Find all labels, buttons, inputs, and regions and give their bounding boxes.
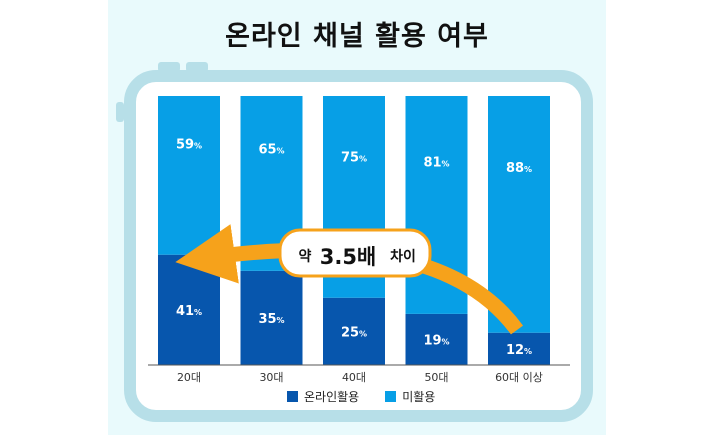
- data-label-non-use-2: 75%: [341, 151, 367, 166]
- legend-swatch-non-use: [385, 390, 397, 402]
- data-label-non-use-0: 59%: [176, 138, 202, 153]
- legend-item-non-use: 미활용: [385, 388, 435, 405]
- callout-bubble: 약 3.5배 차이: [278, 228, 432, 278]
- bar-online-3: [405, 313, 468, 365]
- x-tick-label-2: 40대: [342, 371, 366, 384]
- data-label-online-3: 19%: [423, 333, 449, 348]
- data-label-non-use-3: 81%: [423, 155, 449, 170]
- data-label-online-0: 41%: [176, 304, 202, 319]
- legend-label-non-use: 미활용: [402, 389, 436, 404]
- callout-prefix: 약: [299, 248, 312, 265]
- data-label-online-4: 12%: [506, 343, 532, 358]
- tablet-button-left: [158, 62, 180, 72]
- legend-label-online: 온라인활용: [304, 389, 360, 404]
- data-label-online-2: 25%: [341, 325, 367, 340]
- x-tick-label-4: 60대 이상: [495, 371, 543, 384]
- legend-item-online: 온라인활용: [287, 388, 359, 405]
- bar-online-2: [323, 297, 385, 365]
- bar-online-1: [240, 270, 303, 365]
- x-tick-label-0: 20대: [177, 371, 201, 384]
- legend: 온라인활용 미활용: [287, 388, 461, 404]
- data-label-online-1: 35%: [258, 312, 284, 327]
- chart-title: 온라인 채널 활용 여부: [225, 21, 489, 52]
- x-tick-label-1: 30대: [259, 371, 283, 384]
- bar-non-use-0: [158, 96, 220, 255]
- tablet-side-button: [116, 102, 124, 122]
- tablet-button-right: [186, 62, 208, 72]
- legend-swatch-online: [287, 390, 298, 402]
- x-axis-ticks: 20대 30대 40대 50대 60대 이상: [177, 371, 543, 384]
- data-label-non-use-1: 65%: [258, 142, 284, 157]
- bar-online-4: [488, 332, 550, 365]
- callout-suffix: 차이: [390, 248, 416, 265]
- data-label-non-use-4: 88%: [506, 161, 532, 176]
- bar-label-group: 41% 59% 35% 65% 25% 75% 19% 81% 12% 88%: [176, 138, 532, 358]
- x-tick-label-3: 50대: [424, 371, 448, 384]
- bar-non-use-4: [488, 96, 550, 333]
- callout-value: 3.5배: [320, 245, 377, 269]
